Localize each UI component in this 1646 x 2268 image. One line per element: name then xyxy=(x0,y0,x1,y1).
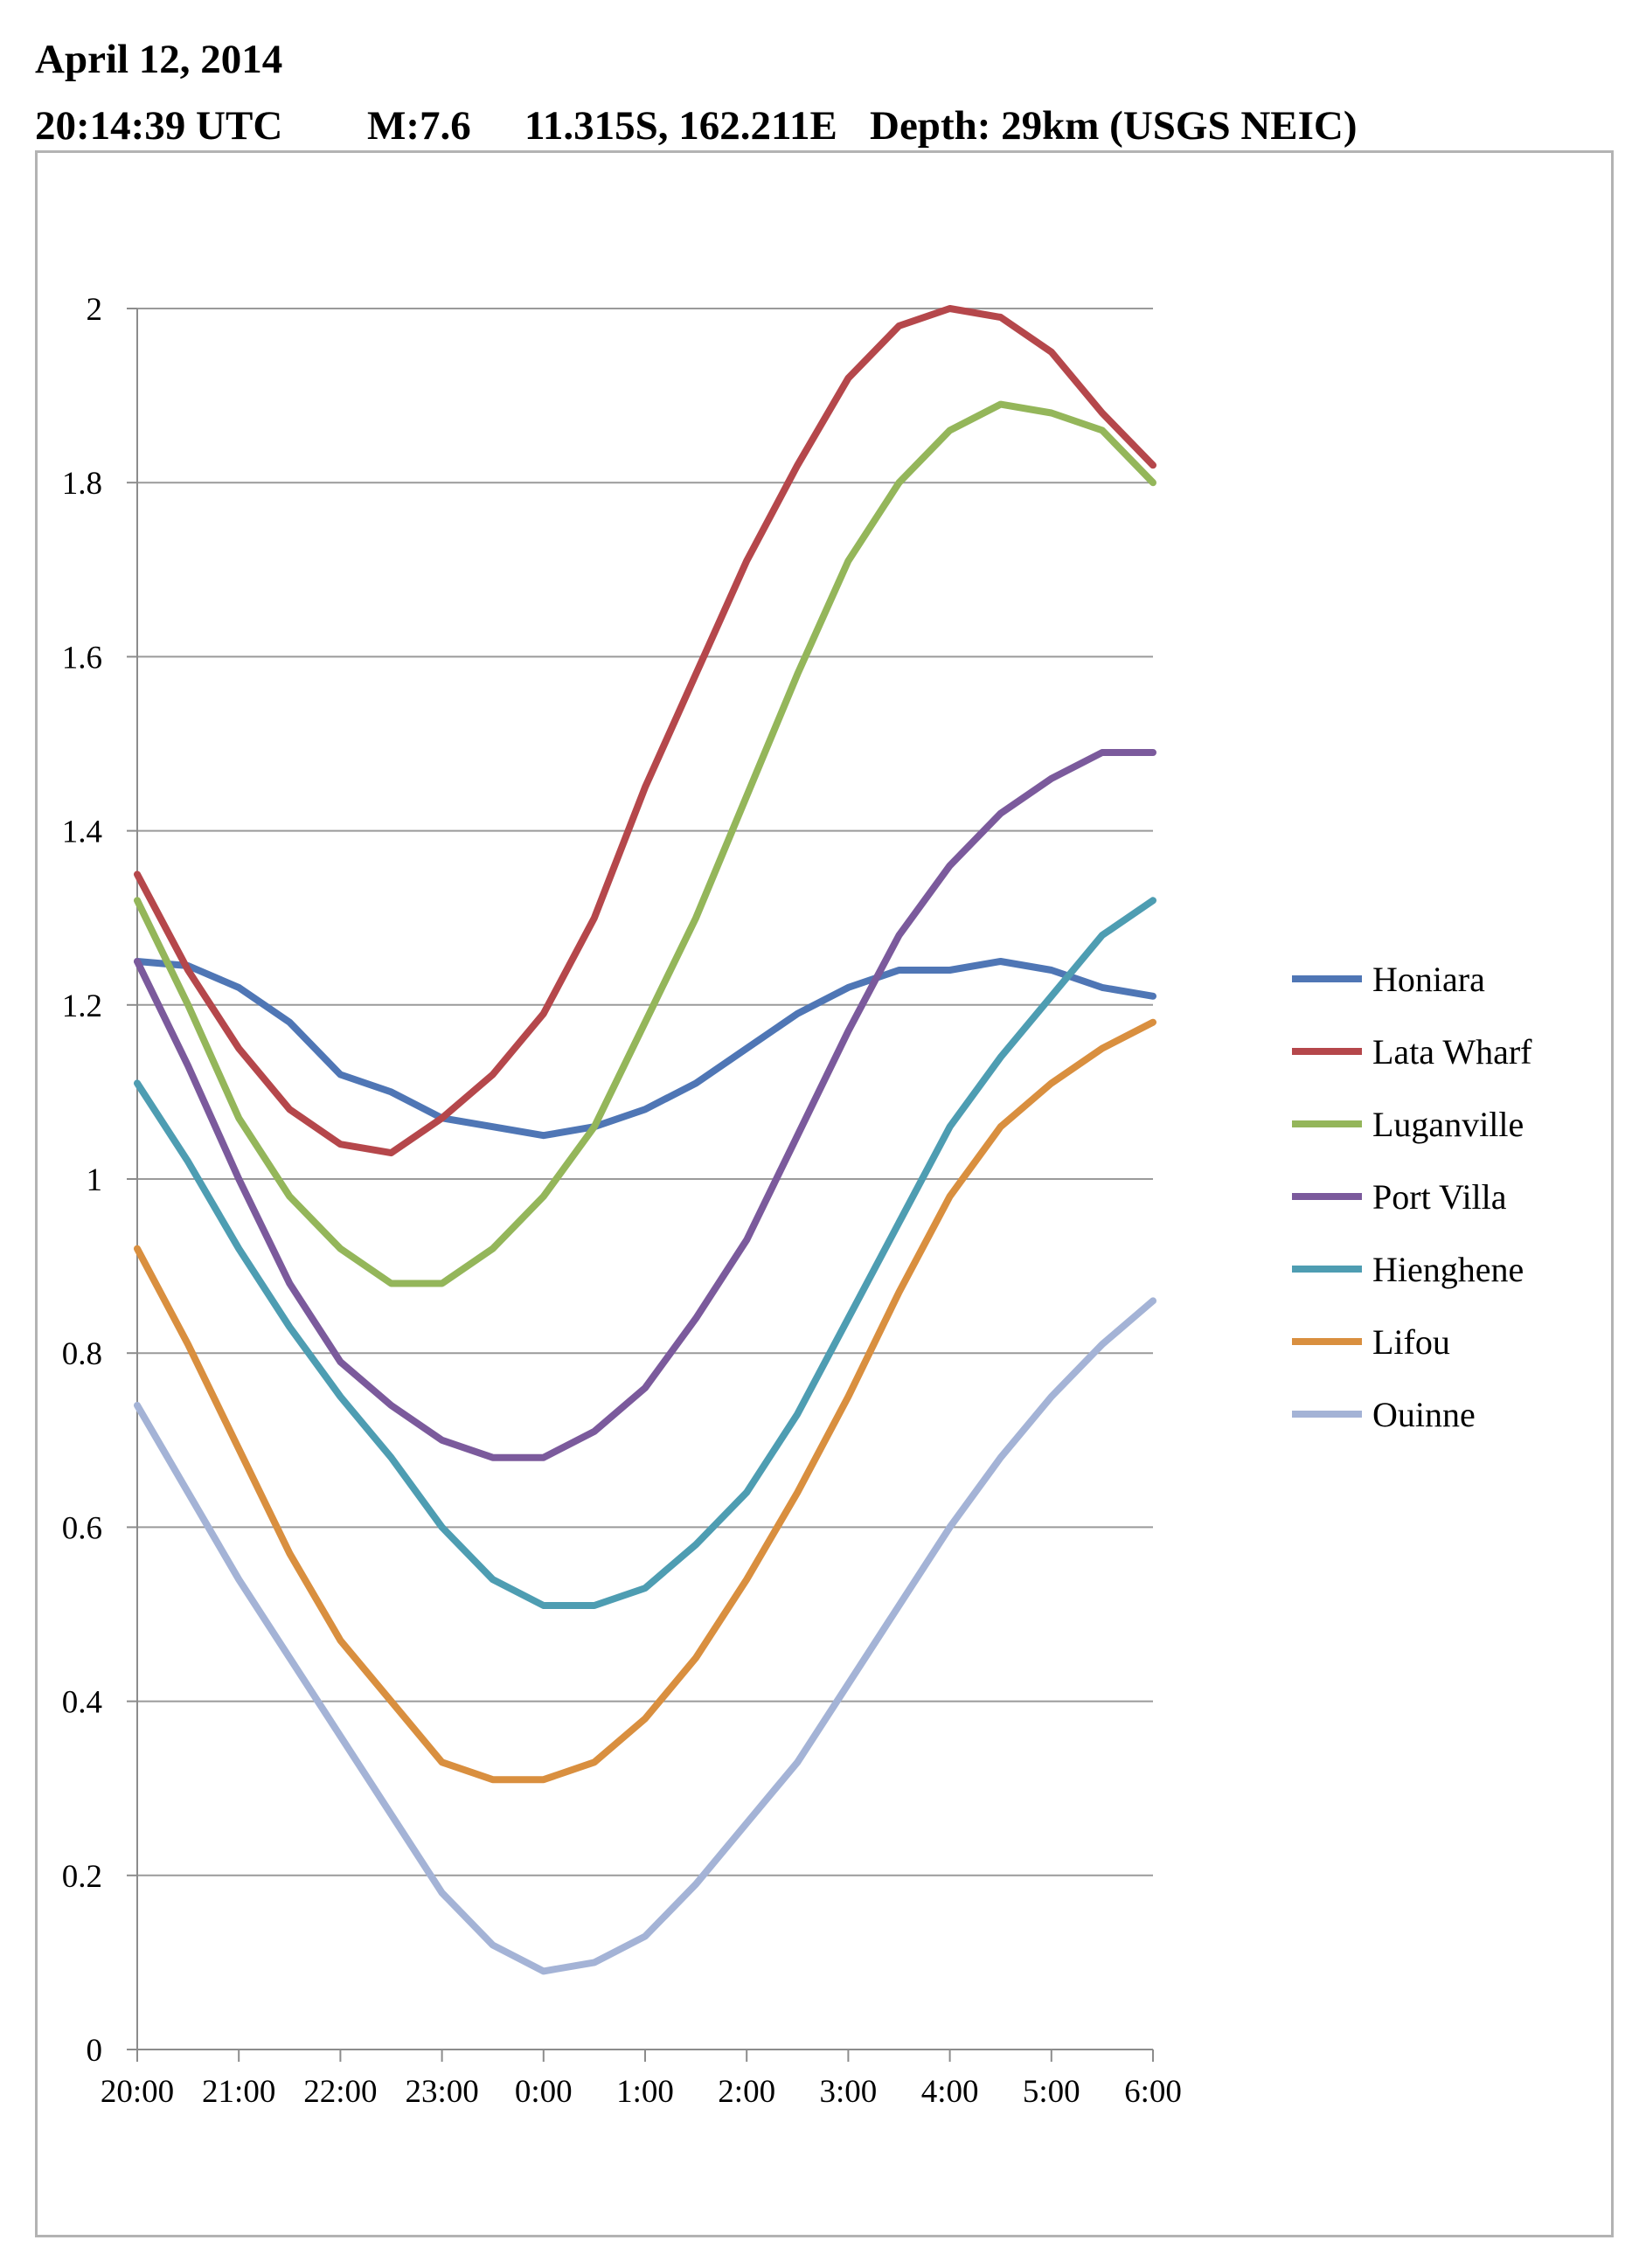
series-line-ouinne xyxy=(134,1297,1156,1975)
legend-label-ouinne: Ouinne xyxy=(1372,1395,1476,1434)
x-tick-label: 0:00 xyxy=(515,2074,573,2110)
chart-header: April 12, 2014 20:14:39 UTC M:7.6 11.315S,… xyxy=(35,26,1608,159)
x-tick-label: 3:00 xyxy=(820,2074,878,2110)
x-tick-label: 21:00 xyxy=(202,2074,275,2110)
event-magnitude: M:7.6 xyxy=(367,103,471,149)
y-tick-label: 2 xyxy=(87,292,103,328)
y-tick-label: 1.8 xyxy=(62,466,102,502)
x-tick-labels: 20:00 21:00 22:00 23:00 0:00 1:00 2:00 3:00 4:00… xyxy=(101,2074,1182,2110)
x-tick-label: 20:00 xyxy=(101,2074,174,2110)
event-time: 20:14:39 UTC xyxy=(35,103,283,149)
y-tick-label: 0.2 xyxy=(62,1859,102,1895)
y-tick-labels: 0 0.2 0.4 0.6 0.8 1 1.2 1.4 1.6 1.8 2 xyxy=(62,292,102,2069)
y-tick-label: 1.4 xyxy=(62,815,102,850)
y-tick-label: 0.6 xyxy=(62,1510,102,1546)
axes xyxy=(127,308,1154,2062)
series-lines xyxy=(134,305,1156,1975)
legend: Honiara Lata Wharf Luganville Port Villa Hie… xyxy=(1292,960,1532,1434)
series-line-lata-wharf xyxy=(134,305,1156,1157)
y-tick-label: 0.8 xyxy=(62,1336,102,1372)
y-tick-label: 0.4 xyxy=(62,1685,102,1721)
event-date: April 12, 2014 xyxy=(35,37,283,82)
x-tick-label: 1:00 xyxy=(616,2074,674,2110)
y-tick-label: 1.6 xyxy=(62,640,102,676)
legend-label-luganville: Luganville xyxy=(1372,1105,1524,1144)
x-tick-label: 23:00 xyxy=(405,2074,478,2110)
legend-label-port-villa: Port Villa xyxy=(1372,1177,1507,1217)
series-line-luganville xyxy=(134,400,1156,1287)
y-tick-label: 1 xyxy=(87,1162,103,1198)
legend-label-lifou: Lifou xyxy=(1372,1322,1450,1362)
event-location: 11.315S, 162.211E xyxy=(524,103,837,149)
series-line-lifou xyxy=(134,1018,1156,1784)
event-details: 20:14:39 UTC M:7.6 11.315S, 162.211E Depth:… xyxy=(35,93,1608,159)
x-tick-label: 5:00 xyxy=(1023,2074,1080,2110)
chart-frame xyxy=(35,150,1614,2237)
x-tick-label: 4:00 xyxy=(921,2074,979,2110)
legend-label-honiara: Honiara xyxy=(1372,960,1485,999)
series-line-port-villa xyxy=(134,749,1156,1461)
y-tick-label: 1.2 xyxy=(62,988,102,1024)
legend-label-lata-wharf: Lata Wharf xyxy=(1372,1032,1532,1072)
event-depth: Depth: 29km (USGS NEIC) xyxy=(870,103,1358,149)
series-line-hienghene xyxy=(134,897,1156,1609)
y-tick-label: 0 xyxy=(87,2033,103,2069)
x-tick-label: 6:00 xyxy=(1124,2074,1182,2110)
series-line-honiara xyxy=(134,958,1156,1140)
x-tick-label: 2:00 xyxy=(718,2074,775,2110)
gridlines xyxy=(137,308,1153,1876)
x-tick-label: 22:00 xyxy=(303,2074,377,2110)
legend-label-hienghene: Hienghene xyxy=(1372,1250,1524,1289)
